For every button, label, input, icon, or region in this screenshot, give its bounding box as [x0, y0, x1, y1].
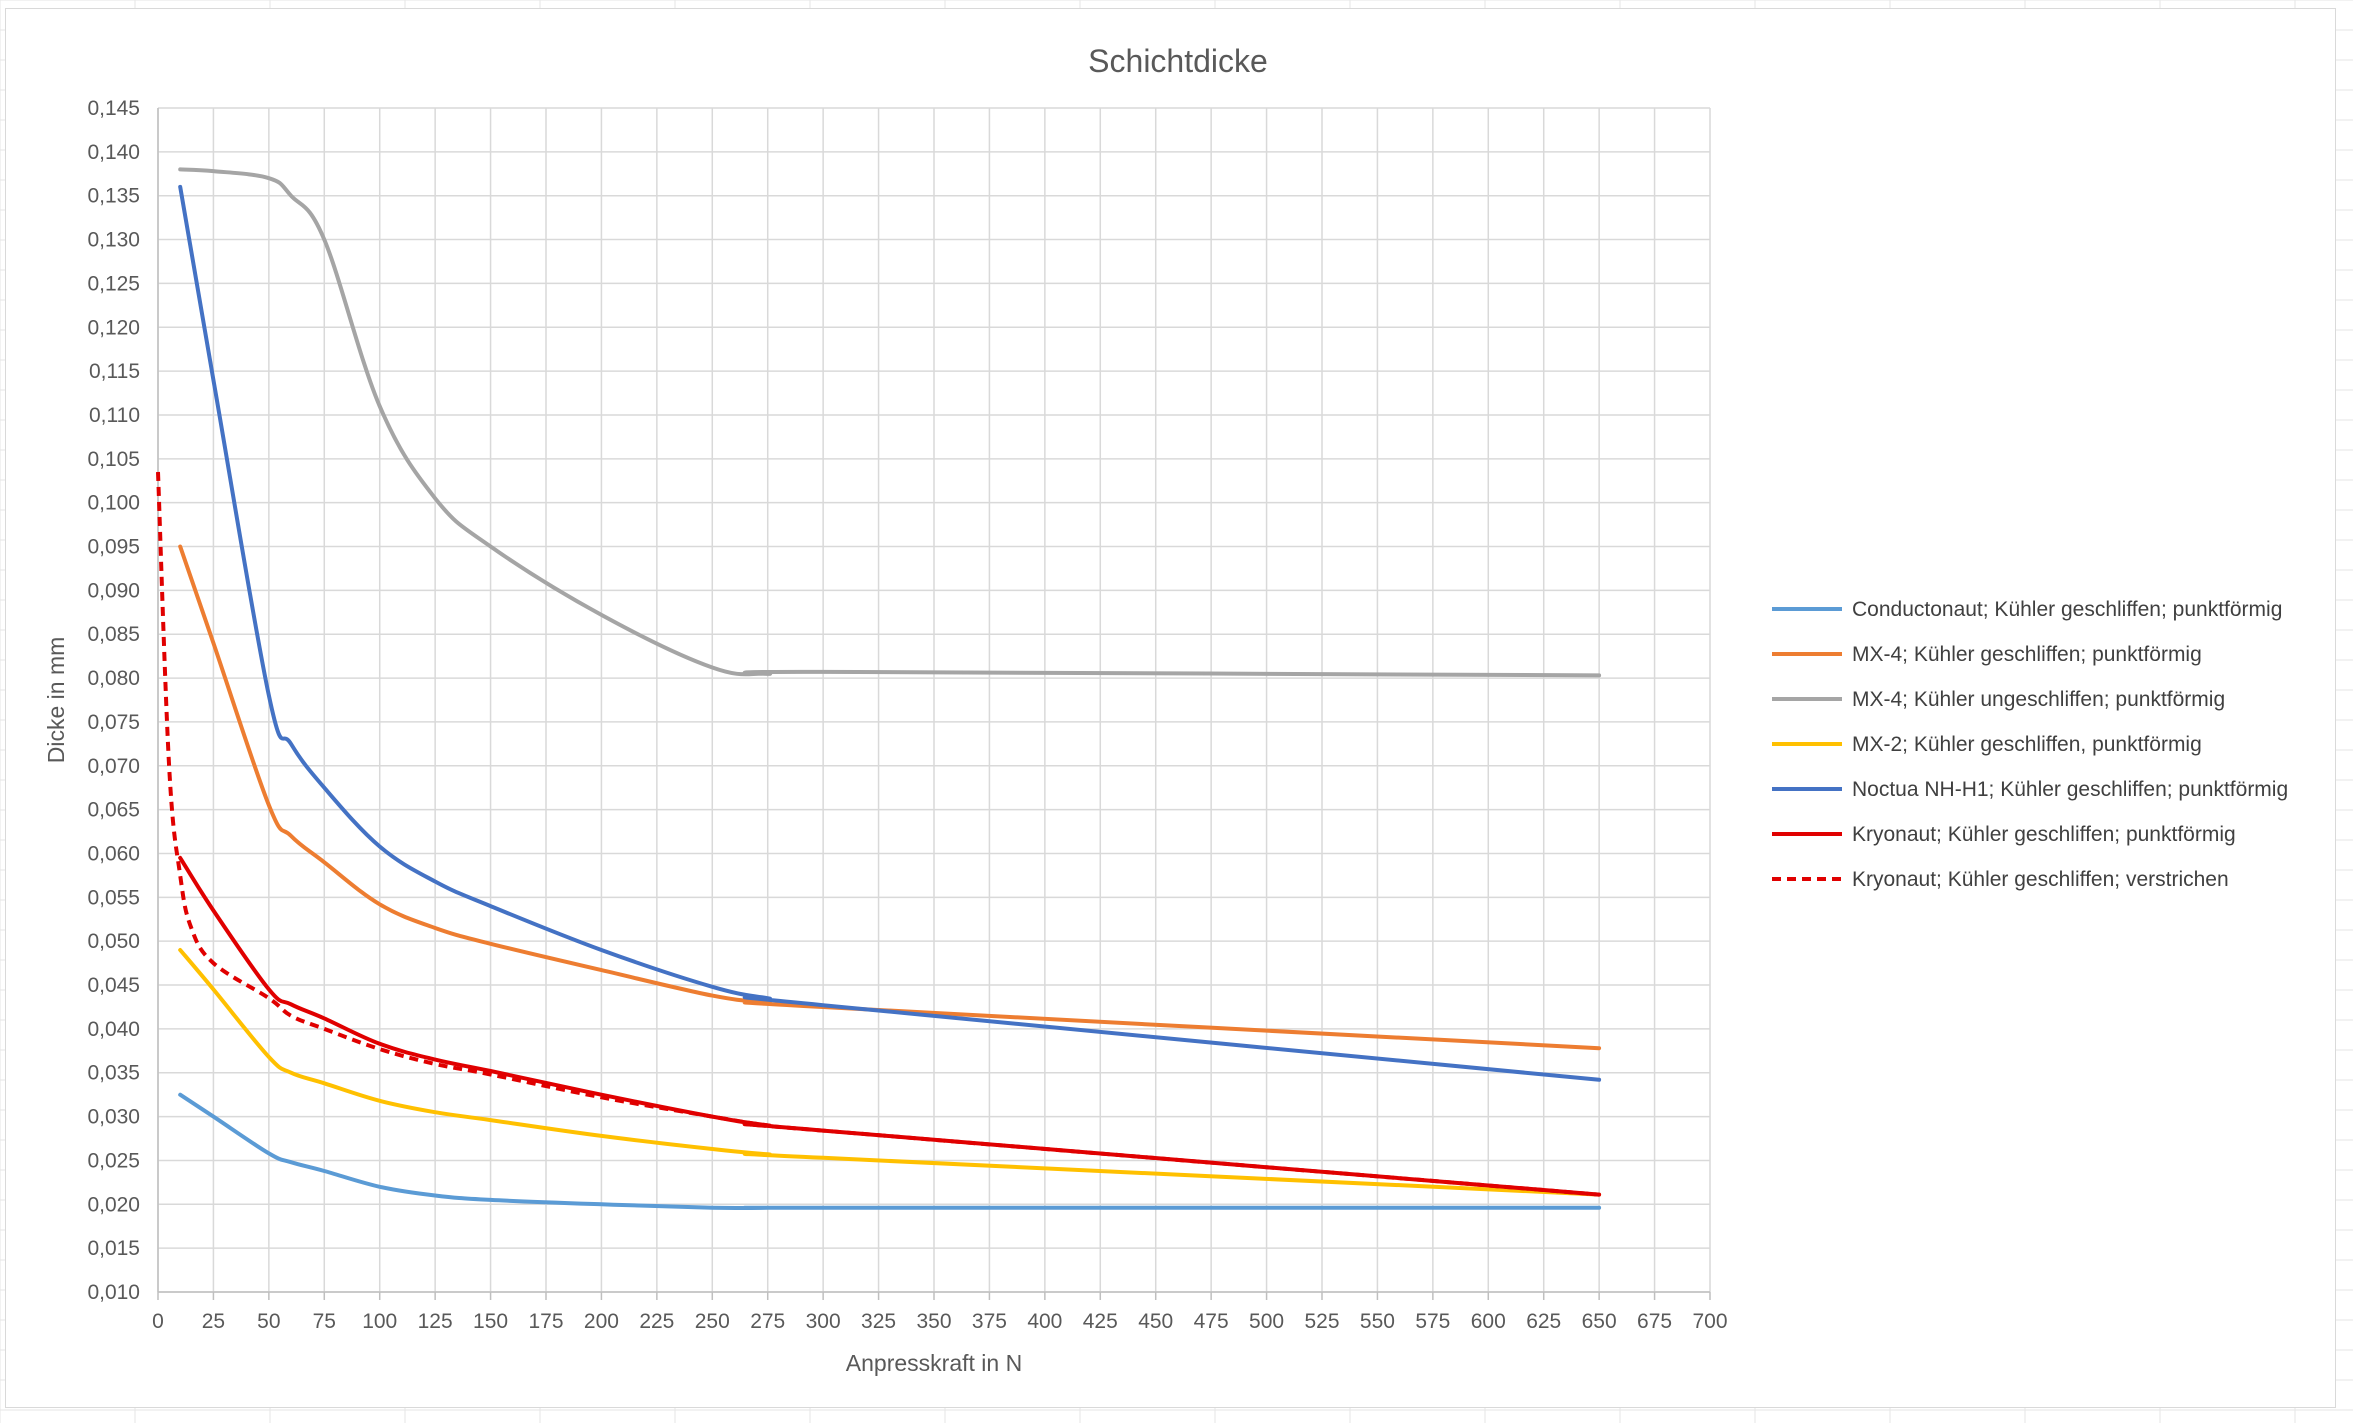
- y-tick-label: 0,140: [87, 141, 140, 164]
- y-tick-label: 0,015: [87, 1237, 140, 1260]
- legend-label-2: MX-4; Kühler geschliffen; punktförmig: [1852, 643, 2202, 666]
- y-tick-label: 0,110: [89, 404, 140, 427]
- x-tick-label: 475: [1194, 1310, 1229, 1333]
- x-tick-label: 350: [916, 1310, 951, 1333]
- axes: [157, 108, 1711, 1300]
- x-tick-label: 325: [861, 1310, 896, 1333]
- x-tick-label: 450: [1138, 1310, 1173, 1333]
- y-tick-label: 0,105: [87, 448, 140, 471]
- legend: Conductonaut; Kühler geschliffen; punktf…: [1772, 598, 2288, 891]
- gridlines: [157, 107, 1711, 1293]
- x-tick-label: 525: [1304, 1310, 1339, 1333]
- legend-label-1: Conductonaut; Kühler geschliffen; punktf…: [1852, 598, 2282, 621]
- y-tick-label: 0,135: [87, 185, 140, 208]
- y-tick-label: 0,095: [87, 536, 140, 559]
- y-tick-label: 0,035: [87, 1062, 140, 1085]
- y-tick-label: 0,100: [87, 492, 140, 515]
- tick-labels: 0 25 50 75 100 125 150 175 200 225 250 275 300 325 350…: [87, 97, 1727, 1333]
- x-tick-label: 625: [1526, 1310, 1561, 1333]
- y-tick-label: 0,040: [87, 1018, 140, 1041]
- y-tick-label: 0,090: [87, 579, 140, 602]
- y-tick-label: 0,145: [87, 97, 140, 120]
- y-tick-label: 0,120: [87, 316, 140, 339]
- x-tick-label: 300: [806, 1310, 841, 1333]
- series-line-3: [178, 167, 1602, 678]
- x-tick-label: 75: [313, 1310, 336, 1333]
- series-line-1: [178, 1092, 1602, 1211]
- x-tick-label: 575: [1415, 1310, 1450, 1333]
- x-tick-label: 125: [418, 1310, 453, 1333]
- x-tick-label: 250: [695, 1310, 730, 1333]
- x-tick-label: 425: [1083, 1310, 1118, 1333]
- x-tick-label: 200: [584, 1310, 619, 1333]
- y-axis-title: Dicke in mm: [43, 637, 69, 764]
- series-lines: [156, 167, 1602, 1211]
- y-tick-label: 0,025: [87, 1149, 140, 1172]
- chart-area[interactable]: 0 25 50 75 100 125 150 175 200 225 250 275 300 325 350…: [5, 8, 2336, 1408]
- y-tick-label: 0,065: [87, 799, 140, 822]
- x-tick-label: 275: [750, 1310, 785, 1333]
- x-tick-label: 400: [1027, 1310, 1062, 1333]
- x-tick-label: 225: [639, 1310, 674, 1333]
- x-tick-label: 100: [362, 1310, 397, 1333]
- series-line-6: [178, 855, 1602, 1197]
- series-line-2: [178, 544, 1602, 1051]
- x-tick-label: 0: [152, 1310, 164, 1333]
- x-tick-label: 550: [1360, 1310, 1395, 1333]
- x-axis-title: Anpresskraft in N: [846, 1350, 1022, 1376]
- y-tick-label: 0,060: [87, 842, 140, 865]
- y-tick-label: 0,115: [89, 360, 140, 383]
- y-tick-label: 0,085: [87, 623, 140, 646]
- x-tick-label: 25: [202, 1310, 225, 1333]
- legend-label-5: Noctua NH-H1; Kühler geschliffen; punktf…: [1852, 778, 2288, 801]
- series-line-5: [178, 184, 1602, 1082]
- x-tick-label: 600: [1471, 1310, 1506, 1333]
- legend-label-4: MX-2; Kühler geschliffen, punktförmig: [1852, 733, 2202, 756]
- line-chart: 0 25 50 75 100 125 150 175 200 225 250 275 300 325 350…: [43, 43, 2288, 1376]
- y-tick-label: 0,070: [87, 755, 140, 778]
- chart-title: Schichtdicke: [1088, 43, 1268, 79]
- x-tick-label: 675: [1637, 1310, 1672, 1333]
- y-tick-label: 0,130: [87, 229, 140, 252]
- y-tick-label: 0,125: [87, 272, 140, 295]
- y-tick-label: 0,050: [87, 930, 140, 953]
- x-tick-label: 175: [528, 1310, 563, 1333]
- y-tick-label: 0,045: [87, 974, 140, 997]
- series-line-4: [178, 948, 1602, 1197]
- x-tick-label: 700: [1692, 1310, 1727, 1333]
- y-tick-label: 0,080: [87, 667, 140, 690]
- x-tick-label: 150: [473, 1310, 508, 1333]
- y-tick-label: 0,010: [87, 1281, 140, 1304]
- y-tick-label: 0,020: [87, 1193, 140, 1216]
- y-tick-label: 0,030: [87, 1106, 140, 1129]
- x-tick-label: 650: [1582, 1310, 1617, 1333]
- legend-label-6: Kryonaut; Kühler geschliffen; punktförmi…: [1852, 823, 2236, 846]
- x-tick-label: 50: [257, 1310, 280, 1333]
- series-line-7: [156, 471, 1600, 1197]
- legend-label-7: Kryonaut; Kühler geschliffen; verstriche…: [1852, 868, 2229, 891]
- legend-label-3: MX-4; Kühler ungeschliffen; punktförmig: [1852, 688, 2225, 711]
- y-tick-label: 0,055: [87, 886, 140, 909]
- y-tick-label: 0,075: [87, 711, 140, 734]
- x-tick-label: 500: [1249, 1310, 1284, 1333]
- x-tick-label: 375: [972, 1310, 1007, 1333]
